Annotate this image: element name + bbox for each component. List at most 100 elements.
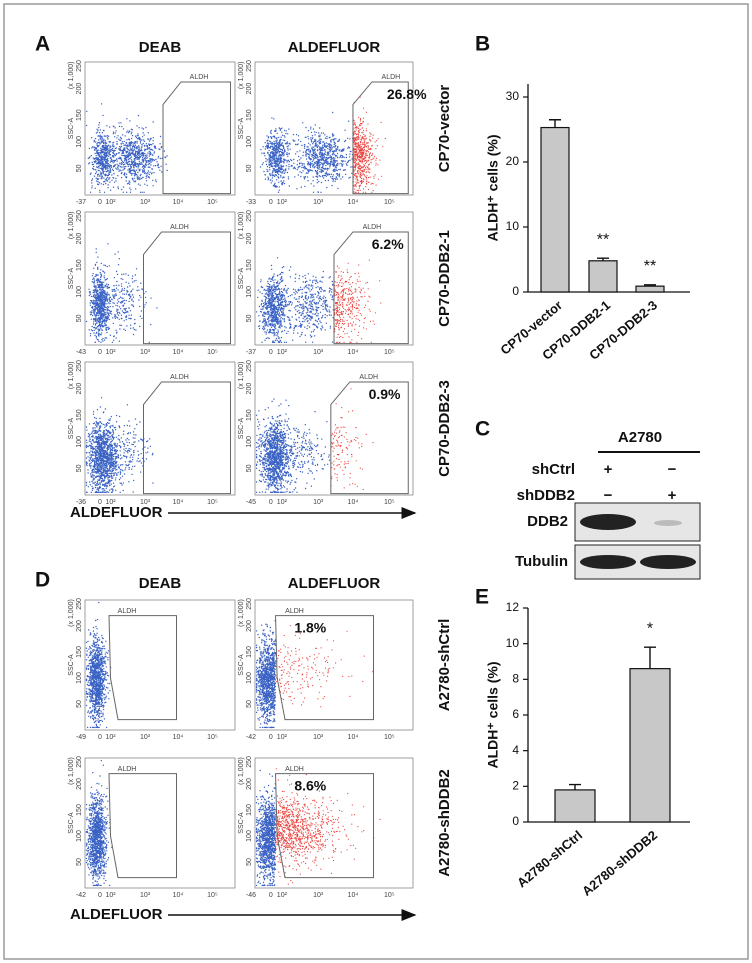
y-unit: (x 1,000) [68, 211, 75, 239]
x-tick-label: 10⁴ [348, 349, 359, 356]
y-tick-label: 100 [246, 830, 253, 842]
y-unit: (x 1,000) [68, 757, 75, 785]
x-axis-label: ALDEFLUOR [70, 504, 163, 521]
x-tick-label: 10³ [140, 199, 151, 206]
y-label: SSC-A [238, 812, 245, 834]
bar [635, 285, 665, 293]
x-tick-label: 10³ [140, 499, 151, 506]
y-label: SSC-A [68, 812, 75, 834]
y-unit: (x 1,000) [68, 361, 75, 389]
x-tick-label: 10² [277, 499, 288, 506]
x-tick-label: 10⁵ [384, 892, 395, 899]
condition-sign: − [668, 461, 677, 478]
gate [143, 381, 231, 495]
gate-label: ALDH [285, 608, 304, 615]
x-tick-label: 10⁵ [384, 499, 395, 506]
band [654, 520, 682, 526]
y-tick-label: 200 [246, 778, 253, 790]
x-tick-label: 0 [98, 892, 102, 899]
y-tick-label: 250 [246, 360, 253, 372]
panel-label: D [35, 569, 50, 592]
x-tick-label: 10³ [313, 734, 324, 741]
bar [540, 126, 570, 293]
x-min-label: -46 [246, 892, 256, 899]
x-tick-label: 10² [105, 199, 116, 206]
y-tick-label: 100 [76, 136, 83, 148]
frame [3, 3, 749, 960]
y-tick-label: 150 [246, 409, 253, 421]
x-tick-label: 10⁴ [348, 499, 359, 506]
x-tick-label: 0 [269, 349, 273, 356]
y-tick-label: 50 [76, 464, 83, 472]
x-tick-label: 10² [105, 499, 116, 506]
y-label: SSC-A [68, 417, 75, 439]
y-tick-label: 200 [76, 83, 83, 95]
bar [629, 668, 671, 823]
y-tick-label: 200 [246, 233, 253, 245]
x-tick-label: 10² [277, 349, 288, 356]
y-tick-label: 150 [76, 646, 83, 658]
x-tick-label: 10³ [313, 199, 324, 206]
y-tick-label: 200 [76, 778, 83, 790]
plot-box [84, 757, 236, 889]
error-bar [569, 783, 581, 790]
y-tick-label: 250 [76, 360, 83, 372]
gate-label: ALDH [170, 224, 189, 231]
panel-label: B [475, 33, 490, 56]
x-tick-label: A2780-shCtrl [514, 827, 585, 890]
plot-box [84, 61, 236, 196]
y-tick-label: 100 [246, 136, 253, 148]
gate [333, 231, 409, 345]
y-tick-label: 200 [76, 233, 83, 245]
significance: * [647, 620, 653, 637]
significance: ** [597, 231, 609, 248]
band [580, 555, 636, 569]
event-dots [255, 769, 277, 887]
y-tick-label: 100 [246, 286, 253, 298]
y-label: SSC-A [238, 117, 245, 139]
y-tick-label: 100 [76, 830, 83, 842]
y-label: SSC-A [238, 417, 245, 439]
event-dots-red [330, 388, 374, 491]
event-dots [255, 398, 331, 493]
x-tick-label: 10⁴ [348, 199, 359, 206]
y-unit: (x 1,000) [238, 61, 245, 89]
condition-sign: − [604, 487, 613, 504]
row-label: CP70-vector [436, 85, 453, 173]
y-unit: (x 1,000) [238, 361, 245, 389]
y-unit: (x 1,000) [238, 211, 245, 239]
row-label: A2780-shDDB2 [436, 769, 453, 877]
gate [162, 81, 231, 195]
gate-percent: 6.2% [372, 236, 404, 252]
y-tick-label: 100 [76, 436, 83, 448]
x-tick-label: 10³ [140, 734, 151, 741]
error-bar [644, 646, 656, 669]
y-unit: (x 1,000) [68, 599, 75, 627]
x-min-label: -45 [246, 499, 256, 506]
x-tick-label: 10⁴ [173, 499, 184, 506]
y-tick-label: 50 [246, 164, 253, 172]
plot-box [254, 599, 414, 731]
y-tick-label: 0 [512, 284, 519, 298]
x-tick-label: 0 [269, 499, 273, 506]
y-tick-label: 250 [246, 756, 253, 768]
y-tick-label: 150 [246, 109, 253, 121]
band [640, 555, 696, 569]
x-tick-label: 10⁵ [207, 892, 218, 899]
column-header: DEAB [139, 575, 182, 592]
x-tick-label: 10⁵ [384, 734, 395, 741]
significance: ** [644, 258, 656, 275]
y-tick-label: 10 [506, 219, 520, 233]
row-label: CP70-DDB2-1 [436, 230, 453, 327]
y-tick-label: 250 [76, 210, 83, 222]
y-tick-label: 200 [246, 83, 253, 95]
x-tick-label: 10³ [313, 349, 324, 356]
blot-label: DDB2 [527, 513, 568, 530]
y-tick-label: 200 [76, 383, 83, 395]
y-tick-label: 0 [512, 814, 519, 828]
y-tick-label: 150 [246, 259, 253, 271]
gate [352, 81, 409, 195]
y-tick-label: 50 [246, 464, 253, 472]
condition-sign: + [668, 487, 677, 504]
